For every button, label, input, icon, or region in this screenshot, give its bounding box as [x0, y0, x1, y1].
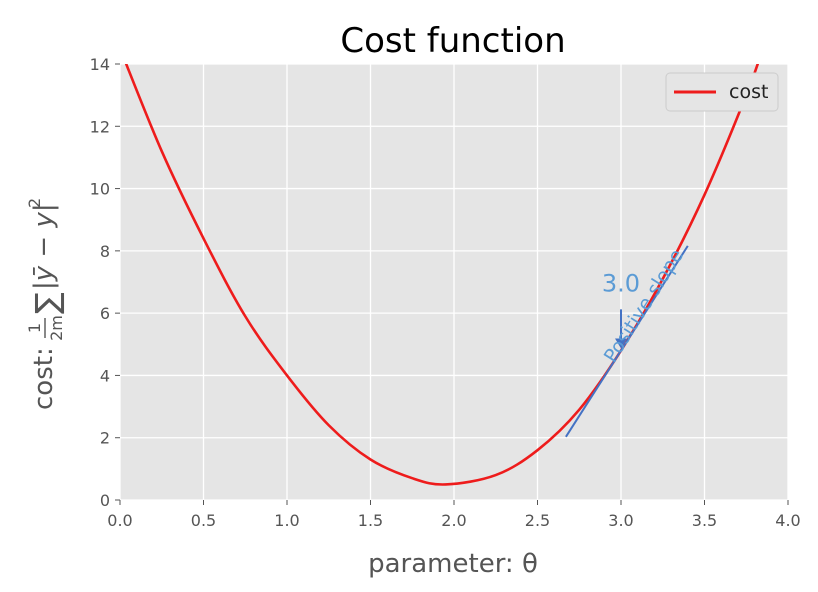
- x-tick-label: 0.5: [191, 511, 216, 530]
- legend: cost: [665, 72, 779, 112]
- y-tick-label: 8: [100, 242, 110, 261]
- y-axis-expr: |ȳ − y|: [29, 203, 59, 290]
- y-tick-label: 0: [100, 491, 110, 510]
- y-axis-label: cost: 1 2m ∑ |ȳ − y| 2: [25, 198, 66, 410]
- y-axis-frac-den: 2m: [47, 315, 66, 341]
- tangent-annotation: [565, 245, 689, 438]
- x-tick-label: 0.0: [107, 511, 132, 530]
- x-tick-label: 4.0: [775, 511, 800, 530]
- x-tick-label: 1.0: [274, 511, 299, 530]
- series-line-cost: [124, 64, 760, 486]
- x-tick-label: 3.5: [692, 511, 717, 530]
- y-tick-label: 10: [90, 180, 110, 199]
- tangent-line: [565, 245, 689, 438]
- y-axis-label-prefix: cost:: [29, 347, 59, 410]
- y-tick-label: 4: [100, 366, 110, 385]
- x-tick-label: 3.0: [608, 511, 633, 530]
- y-tick-label: 14: [90, 55, 110, 74]
- x-tick-label: 2.5: [525, 511, 550, 530]
- annotation-value-label: 3.0: [602, 269, 640, 297]
- y-axis-sup: 2: [25, 198, 44, 208]
- y-tick-label: 12: [90, 117, 110, 136]
- x-tick-label: 2.0: [441, 511, 466, 530]
- axis-ticks: 0.0 0.5 1.0 1.5 2.0 2.5 3.0 3.5 4.0 0 2 4 6 8 10 12 14: [90, 55, 801, 530]
- annotation-arrowhead: [615, 338, 627, 349]
- x-tick-label: 1.5: [358, 511, 383, 530]
- legend-label-cost: cost: [729, 81, 768, 103]
- y-tick-label: 2: [100, 429, 110, 448]
- y-axis-frac-num: 1: [25, 323, 44, 333]
- legend-box: [665, 72, 779, 112]
- y-axis-sum: ∑: [28, 292, 66, 314]
- y-tick-label: 6: [100, 304, 110, 323]
- chart-title: Cost function: [340, 21, 565, 61]
- x-axis-label: parameter: θ: [368, 549, 538, 579]
- series-layer: [124, 64, 760, 486]
